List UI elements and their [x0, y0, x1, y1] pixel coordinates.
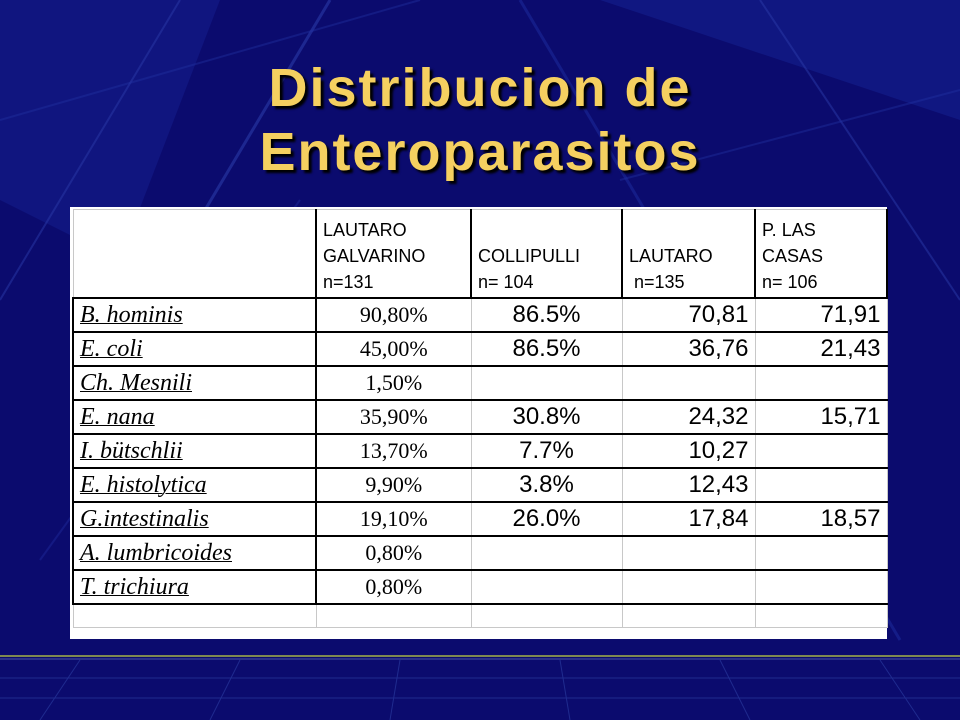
- species-name: B. hominis: [72, 297, 317, 333]
- species-name: G.intestinalis: [72, 501, 317, 537]
- value-lautaro-galvarino: 9,90%: [315, 467, 472, 503]
- value-lautaro: 24,32: [621, 399, 756, 435]
- title-line-2: Enteroparasitos: [259, 122, 701, 182]
- table-empty-row: [72, 603, 888, 628]
- value-lautaro: [621, 569, 756, 605]
- table-row: I. bütschlii 13,70% 7.7% 10,27: [72, 433, 888, 469]
- title-line-1: Distribucion de: [268, 58, 692, 118]
- value-p-las-casas: [754, 569, 888, 605]
- species-name: E. coli: [72, 331, 317, 367]
- empty-cell: [470, 603, 623, 628]
- data-table-panel: LAUTARO GALVARINO n=131 COLLIPULLI n= 10…: [70, 207, 888, 639]
- value-lautaro: 10,27: [621, 433, 756, 469]
- table-row: G.intestinalis 19,10% 26.0% 17,84 18,57: [72, 501, 888, 537]
- value-lautaro-galvarino: 45,00%: [315, 331, 472, 367]
- value-lautaro: 36,76: [621, 331, 756, 367]
- value-p-las-casas: 18,57: [754, 501, 888, 537]
- species-name: T. trichiura: [72, 569, 317, 605]
- value-collipulli: [470, 569, 623, 605]
- table-row: B. hominis 90,80% 86.5% 70,81 71,91: [72, 297, 888, 333]
- value-lautaro-galvarino: 35,90%: [315, 399, 472, 435]
- value-p-las-casas: [754, 535, 888, 571]
- empty-cell: [754, 603, 888, 628]
- empty-cell: [72, 603, 317, 628]
- value-p-las-casas: 71,91: [754, 297, 888, 333]
- table-row: A. lumbricoides 0,80%: [72, 535, 888, 571]
- value-collipulli: 86.5%: [470, 297, 623, 333]
- species-name: I. bütschlii: [72, 433, 317, 469]
- table-row: T. trichiura 0,80%: [72, 569, 888, 605]
- species-name: E. histolytica: [72, 467, 317, 503]
- value-lautaro: 70,81: [621, 297, 756, 333]
- value-lautaro-galvarino: 0,80%: [315, 535, 472, 571]
- slide-title: Distribucion de Enteroparasitos: [0, 56, 960, 184]
- value-p-las-casas: 15,71: [754, 399, 888, 435]
- value-p-las-casas: [754, 365, 888, 401]
- table-row: E. coli 45,00% 86.5% 36,76 21,43: [72, 331, 888, 367]
- value-collipulli: 3.8%: [470, 467, 623, 503]
- empty-cell: [315, 603, 472, 628]
- value-lautaro-galvarino: 13,70%: [315, 433, 472, 469]
- value-collipulli: [470, 365, 623, 401]
- species-name: Ch. Mesnili: [72, 365, 317, 401]
- species-name: E. nana: [72, 399, 317, 435]
- value-lautaro-galvarino: 19,10%: [315, 501, 472, 537]
- value-collipulli: 7.7%: [470, 433, 623, 469]
- header-p-las-casas: P. LAS CASAS n= 106: [754, 209, 888, 299]
- value-lautaro: 17,84: [621, 501, 756, 537]
- header-lautaro-galvarino: LAUTARO GALVARINO n=131: [315, 209, 472, 299]
- value-lautaro-galvarino: 0,80%: [315, 569, 472, 605]
- species-name: A. lumbricoides: [72, 535, 317, 571]
- header-collipulli: COLLIPULLI n= 104: [470, 209, 623, 299]
- value-p-las-casas: [754, 433, 888, 469]
- value-collipulli: 26.0%: [470, 501, 623, 537]
- value-lautaro: 12,43: [621, 467, 756, 503]
- table-row: E. histolytica 9,90% 3.8% 12,43: [72, 467, 888, 503]
- value-p-las-casas: 21,43: [754, 331, 888, 367]
- value-lautaro-galvarino: 90,80%: [315, 297, 472, 333]
- parasite-distribution-table: LAUTARO GALVARINO n=131 COLLIPULLI n= 10…: [72, 209, 888, 628]
- header-empty-cell: [72, 209, 317, 299]
- table-row: E. nana 35,90% 30.8% 24,32 15,71: [72, 399, 888, 435]
- empty-cell: [621, 603, 756, 628]
- value-lautaro: [621, 535, 756, 571]
- value-lautaro: [621, 365, 756, 401]
- decorative-grid-lines: [0, 655, 960, 720]
- value-collipulli: 30.8%: [470, 399, 623, 435]
- table-header-row: LAUTARO GALVARINO n=131 COLLIPULLI n= 10…: [72, 209, 888, 299]
- value-lautaro-galvarino: 1,50%: [315, 365, 472, 401]
- header-lautaro: LAUTARO n=135: [621, 209, 756, 299]
- value-p-las-casas: [754, 467, 888, 503]
- value-collipulli: 86.5%: [470, 331, 623, 367]
- value-collipulli: [470, 535, 623, 571]
- table-row: Ch. Mesnili 1,50%: [72, 365, 888, 401]
